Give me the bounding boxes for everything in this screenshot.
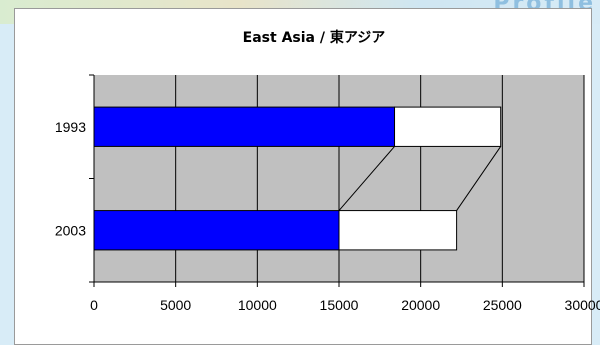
y-tick-label-1993: 1993 — [55, 119, 86, 135]
y-tick-label-2003: 2003 — [55, 222, 86, 238]
series-line-2 — [456, 146, 502, 211]
x-tick-label-30000: 30000 — [565, 297, 600, 313]
x-tick-label-15000: 15000 — [320, 297, 359, 313]
x-tick-label-20000: 20000 — [401, 297, 440, 313]
plot-area: 1993 2003 0 5000 10000 15000 20000 25000 30000 — [55, 74, 600, 313]
bar-2003-series-2 — [338, 210, 458, 251]
chart-title: East Asia / 東アジア — [243, 29, 386, 46]
background-left-strip — [0, 24, 14, 345]
bar-2003-series-1 — [93, 210, 340, 251]
x-tick-label-25000: 25000 — [483, 297, 522, 313]
bar-1993-series-1 — [93, 106, 396, 147]
bar-1993-series-2 — [394, 106, 502, 147]
x-tick-label-0: 0 — [90, 297, 98, 313]
series-line-1 — [338, 146, 395, 211]
background-right-strip — [592, 24, 600, 345]
x-tick-label-10000: 10000 — [238, 297, 277, 313]
x-tick-label-5000: 5000 — [160, 297, 191, 313]
